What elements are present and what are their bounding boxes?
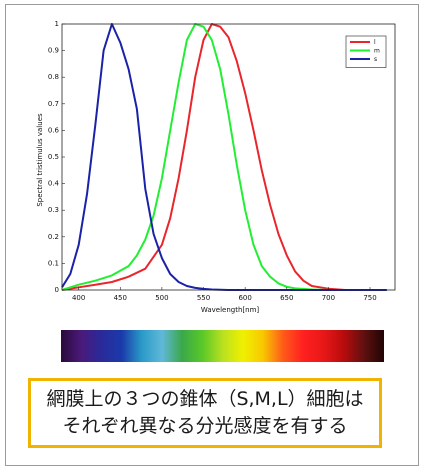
chart-legend: lms <box>345 35 387 68</box>
y-tick-label: 0.6 <box>48 126 60 134</box>
caption-box: 網膜上の３つの錐体（S,M,L）細胞は それぞれ異なる分光感度を有する <box>28 378 382 448</box>
caption-line-2: それぞれ異なる分光感度を有する <box>62 415 348 437</box>
y-tick-label: 0.4 <box>48 180 60 188</box>
x-tick-label: 650 <box>280 294 293 302</box>
legend-label-l: l <box>374 39 376 46</box>
x-tick-label: 750 <box>363 294 376 302</box>
y-axis-label: Spectral tristimulus values <box>36 113 44 207</box>
plot-area-frame <box>61 23 396 291</box>
series-line-s <box>61 23 387 291</box>
y-tick-label: 1 <box>55 20 59 28</box>
visible-spectrum-bar <box>61 330 384 362</box>
legend-box <box>345 35 387 68</box>
series-line-l <box>61 23 387 291</box>
y-tick-label: 0 <box>55 286 59 294</box>
x-axis-label: Wavelength[nm] <box>201 306 260 314</box>
legend-label-s: s <box>374 56 377 63</box>
y-tick-label: 0.8 <box>48 73 59 81</box>
caption-line-1: 網膜上の３つの錐体（S,M,L）細胞は <box>46 388 364 410</box>
x-tick-label: 550 <box>197 294 210 302</box>
y-tick-label: 0.3 <box>48 206 59 214</box>
y-tick-label: 0.1 <box>48 259 59 267</box>
y-tick-label: 0.7 <box>48 100 59 108</box>
y-tick-label: 0.2 <box>48 233 59 241</box>
x-tick-label: 400 <box>72 294 85 302</box>
series-line-m <box>61 23 387 291</box>
x-tick-label: 700 <box>322 294 335 302</box>
x-tick-label: 500 <box>155 294 168 302</box>
y-tick-label: 0.9 <box>48 47 59 55</box>
legend-label-m: m <box>374 48 380 55</box>
y-tick-label: 0.5 <box>48 153 59 161</box>
x-tick-label: 450 <box>114 294 127 302</box>
x-tick-label: 600 <box>238 294 251 302</box>
